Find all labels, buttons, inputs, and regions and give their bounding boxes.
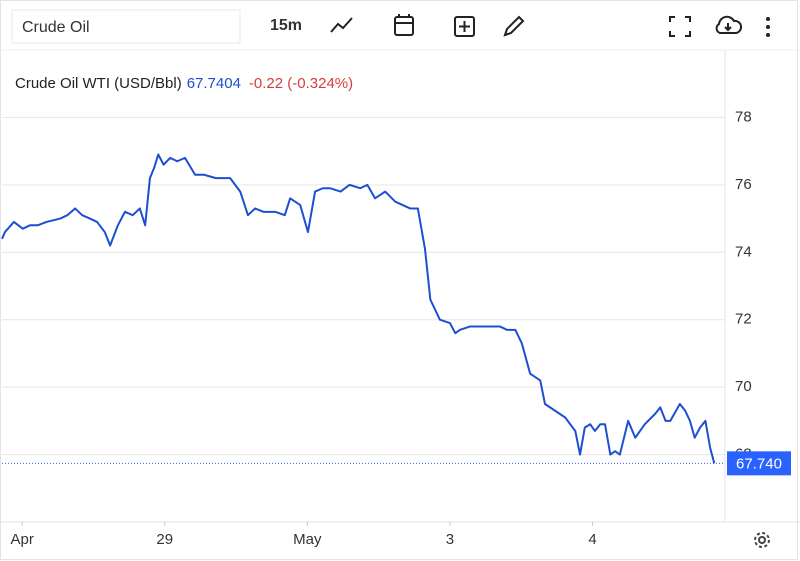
legend-price: 67.7404 bbox=[187, 75, 241, 92]
settings-icon[interactable] bbox=[754, 532, 770, 548]
x-tick-label: Apr bbox=[11, 531, 34, 548]
y-tick-label: 76 bbox=[735, 176, 752, 193]
fullscreen-icon[interactable] bbox=[669, 16, 691, 37]
last-price-label: 67.740 bbox=[736, 455, 782, 472]
y-tick-label: 78 bbox=[735, 108, 752, 125]
interval[interactable]: 15m bbox=[270, 17, 302, 34]
download-icon[interactable] bbox=[715, 15, 743, 34]
x-tick-label: 4 bbox=[588, 531, 596, 548]
x-tick-label: 3 bbox=[446, 531, 454, 548]
menu-icon[interactable] bbox=[766, 17, 770, 37]
legend-title: Crude Oil WTI (USD/Bbl) bbox=[15, 75, 182, 92]
draw-icon[interactable] bbox=[503, 15, 525, 37]
legend-change: -0.22 (-0.324%) bbox=[249, 75, 353, 92]
search-text: Crude Oil bbox=[22, 19, 90, 36]
calendar-icon[interactable] bbox=[394, 14, 414, 36]
legend: Crude Oil WTI (USD/Bbl) 67.7404 -0.22 (-0.… bbox=[15, 75, 353, 92]
search-box[interactable] bbox=[11, 9, 241, 44]
x-tick-label: May bbox=[293, 531, 322, 548]
x-tick-label: 29 bbox=[156, 531, 173, 548]
y-tick-label: 70 bbox=[735, 378, 752, 395]
last-price-badge bbox=[727, 451, 791, 476]
y-tick-label: 74 bbox=[735, 243, 752, 260]
y-tick-label: 72 bbox=[735, 311, 752, 328]
add-icon[interactable] bbox=[454, 16, 475, 37]
chart-type-icon[interactable] bbox=[330, 17, 353, 33]
price-line bbox=[1, 153, 716, 464]
